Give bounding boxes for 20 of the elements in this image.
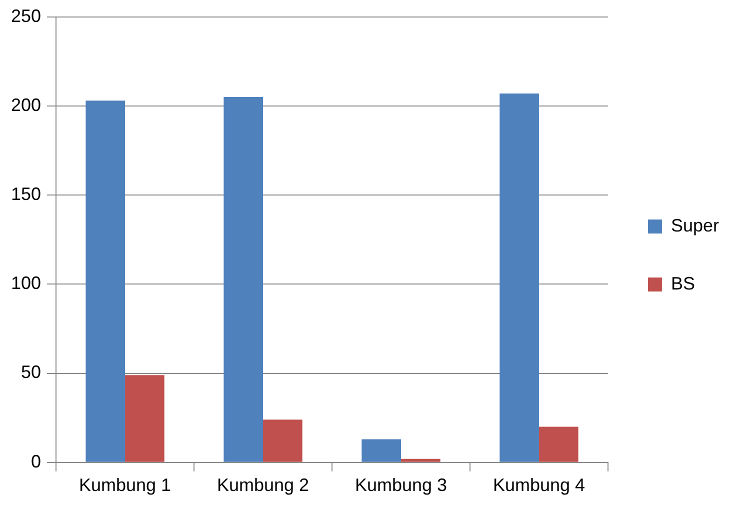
y-tick-label: 100 — [10, 273, 42, 294]
bar — [263, 420, 302, 462]
y-tick-label: 150 — [10, 184, 42, 204]
bar — [400, 458, 440, 462]
x-tick-label: Kumbung 4 — [492, 475, 586, 496]
bar — [125, 375, 164, 462]
y-tick-label: 200 — [10, 94, 42, 115]
bar — [224, 97, 264, 462]
bar — [86, 100, 126, 462]
x-tick-label: Kumbung 2 — [216, 475, 310, 496]
legend-label: BS — [670, 273, 695, 294]
y-tick-label: 0 — [31, 451, 42, 472]
x-tick-label: Kumbung 1 — [78, 475, 172, 496]
y-tick-label: 50 — [21, 362, 42, 382]
bar — [538, 426, 578, 462]
legend-label: Super — [670, 215, 720, 236]
bar — [500, 93, 539, 462]
y-tick-label: 250 — [10, 6, 42, 26]
x-tick-label: Kumbung 3 — [354, 475, 448, 496]
bar — [362, 439, 401, 462]
